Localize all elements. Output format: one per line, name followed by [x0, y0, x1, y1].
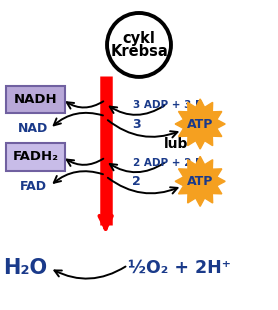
Text: lub: lub: [164, 137, 189, 151]
Polygon shape: [175, 156, 225, 206]
Text: ½O₂ + 2H⁺: ½O₂ + 2H⁺: [128, 259, 231, 277]
Text: ATP: ATP: [187, 117, 213, 131]
Text: 2 ADP + 2 P: 2 ADP + 2 P: [133, 158, 203, 168]
Text: FADH₂: FADH₂: [13, 150, 58, 163]
Text: ATP: ATP: [187, 175, 213, 188]
Text: cykl: cykl: [123, 31, 155, 46]
Text: Krebsa: Krebsa: [110, 44, 168, 59]
FancyBboxPatch shape: [6, 143, 65, 170]
Text: 3: 3: [132, 117, 141, 131]
Text: H₂O: H₂O: [3, 258, 47, 278]
Ellipse shape: [107, 13, 171, 77]
Text: 2: 2: [132, 175, 141, 188]
FancyBboxPatch shape: [6, 86, 65, 113]
Text: NADH: NADH: [14, 93, 57, 106]
Text: NAD: NAD: [18, 122, 48, 135]
Text: FAD: FAD: [20, 179, 47, 193]
Polygon shape: [175, 99, 225, 149]
Text: 3 ADP + 3 P: 3 ADP + 3 P: [133, 100, 203, 110]
